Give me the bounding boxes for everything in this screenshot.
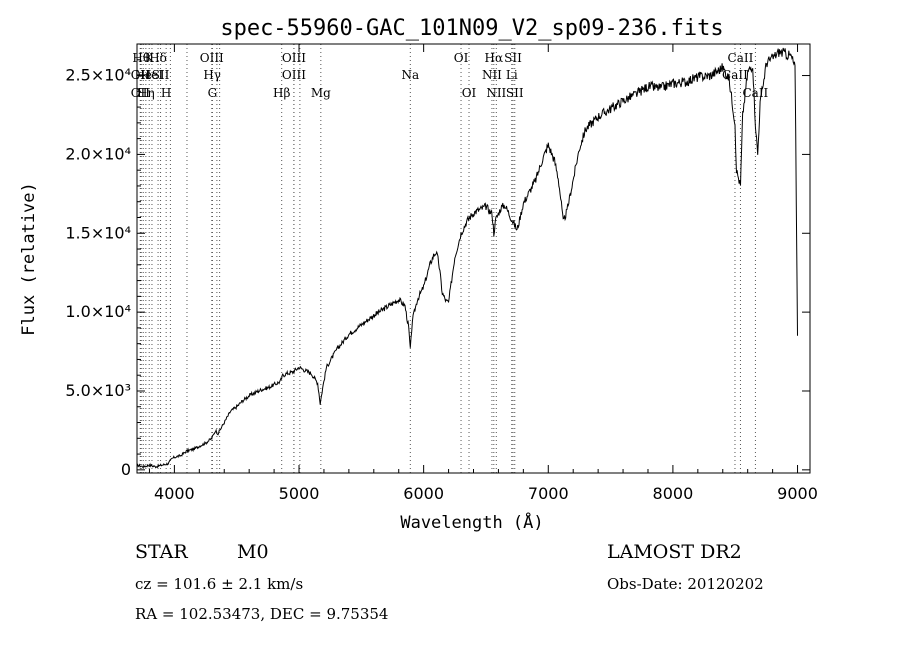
spectral-line-label: Hδ [149, 51, 167, 65]
spectral-line-label: H [161, 86, 171, 100]
x-tick-label: 7000 [528, 484, 569, 503]
observation-date: Obs-Date: 20120202 [607, 575, 764, 593]
y-tick-label: 1.0×10⁴ [65, 302, 131, 321]
spectral-line-label: OI [454, 51, 469, 65]
x-axis-label: Wavelength (Å) [400, 511, 543, 533]
spectral-line-label: SII [506, 86, 524, 100]
spectral-line-label: OI [462, 86, 477, 100]
x-axis-ticks: 4000 5000 6000 7000 8000 9000 [148, 44, 818, 503]
chart-title: spec-55960-GAC_101N09_V2_sp09-236.fits [220, 16, 723, 41]
spectrum-series-line [137, 47, 798, 469]
spectral-line-label: SII [504, 51, 522, 65]
x-tick-label: 9000 [777, 484, 818, 503]
y-tick-label: 0 [121, 460, 131, 479]
spectral-line-label: NII [482, 68, 502, 82]
spectral-line-label: Hγ [203, 68, 221, 82]
spectral-line-label: K [145, 51, 155, 65]
spectral-line-label: OIII [200, 51, 224, 65]
plot-frame [136, 43, 811, 474]
spectral-line-label: Hη [137, 86, 155, 100]
y-tick-label: 1.5×10⁴ [65, 223, 131, 242]
spectral-line-label: OII [131, 86, 151, 100]
spectral-line-label: OIII [282, 51, 306, 65]
spectral-line-label: CaII [742, 86, 768, 100]
y-tick-label: 5.0×10³ [65, 381, 131, 400]
spectral-line-label: Mg [311, 86, 331, 100]
spectral-line-label: Hα [485, 51, 504, 65]
spectral-line-label: OIII [282, 68, 306, 82]
spectral-line-label: CaII [728, 51, 754, 65]
x-tick-label: 4000 [154, 484, 195, 503]
x-tick-label: 8000 [653, 484, 694, 503]
y-tick-label: 2.0×10⁴ [65, 144, 131, 163]
spectral-line-label: OII [131, 68, 151, 82]
y-axis-ticks: 0 5.0×10³ 1.0×10⁴ 1.5×10⁴ 2.0×10⁴ 2.5×10⁴ [65, 59, 810, 479]
spectral-line-label: NII [486, 86, 506, 100]
spectral-line-label: HeI [141, 68, 164, 82]
spectral-line-label: He [134, 68, 152, 82]
x-tick-label: 6000 [403, 484, 444, 503]
survey-name: LAMOST DR2 [607, 541, 742, 563]
spectral-line-label: Li [506, 68, 518, 82]
x-tick-label: 5000 [279, 484, 320, 503]
ra-dec-coordinates: RA = 102.53473, DEC = 9.75354 [135, 605, 389, 623]
object-subclass: M0 [237, 541, 269, 563]
spectral-line-label: SII [152, 68, 170, 82]
y-tick-label: 2.5×10⁴ [65, 66, 131, 85]
object-class: STAR [135, 541, 188, 563]
y-axis-label: Flux (relative) [19, 182, 39, 336]
redshift-velocity: cz = 101.6 ± 2.1 km/s [135, 575, 304, 593]
spectral-line-label: G [208, 86, 218, 100]
spectral-line-label: Na [401, 68, 419, 82]
spectral-line-label: Hβ [273, 86, 290, 100]
